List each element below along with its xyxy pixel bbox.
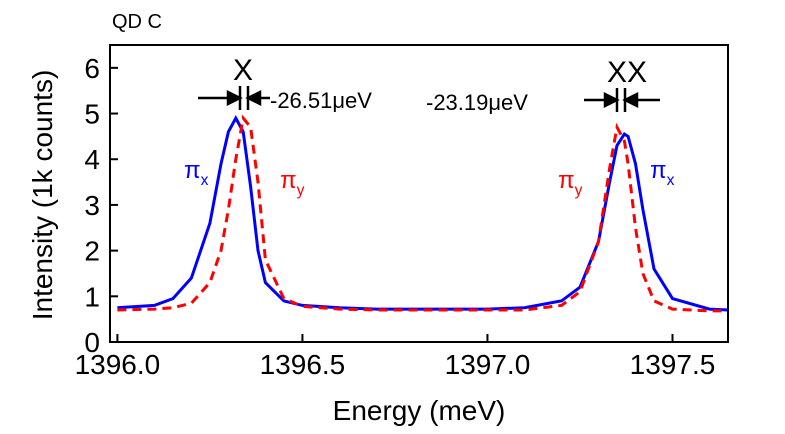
annotation-text: -26.51μeV bbox=[270, 88, 372, 113]
annotation: πy bbox=[280, 167, 305, 199]
annotation: XX bbox=[607, 56, 647, 89]
y-tick-label: 5 bbox=[84, 99, 100, 130]
series-line bbox=[117, 118, 728, 311]
y-tick-label: 2 bbox=[84, 236, 100, 267]
annotation-text: X bbox=[233, 54, 253, 87]
annotation: -23.19μeV bbox=[426, 90, 528, 115]
annotation: -26.51μeV bbox=[270, 88, 372, 113]
annotation-text: XX bbox=[607, 56, 647, 89]
annotation-text: -23.19μeV bbox=[426, 90, 528, 115]
x-tick-label: 1397.0 bbox=[445, 349, 531, 380]
annotation: πy bbox=[558, 167, 583, 199]
annotation-text: π bbox=[280, 167, 297, 194]
chart: QD C Energy (meV) Intensity (1k counts) … bbox=[0, 0, 785, 434]
x-tick-label: 1396.0 bbox=[75, 349, 161, 380]
annotation-subscript: x bbox=[201, 172, 209, 189]
chart-title: QD C bbox=[112, 11, 162, 33]
annotation: πx bbox=[184, 157, 209, 189]
x-tick-label: 1397.5 bbox=[630, 349, 716, 380]
y-tick-label: 3 bbox=[84, 190, 100, 221]
annotation-text: π bbox=[558, 167, 575, 194]
annotation-text: π bbox=[650, 157, 667, 184]
x-axis-label: Energy (meV) bbox=[333, 395, 506, 426]
annotation: X bbox=[233, 54, 253, 87]
annotation-subscript: y bbox=[297, 182, 305, 199]
plot-frame bbox=[110, 45, 728, 342]
y-axis-label: Intensity (1k counts) bbox=[27, 70, 58, 321]
y-tick-label: 6 bbox=[84, 53, 100, 84]
y-tick-label: 1 bbox=[84, 281, 100, 312]
x-tick-label: 1396.5 bbox=[260, 349, 346, 380]
annotation-text: π bbox=[184, 157, 201, 184]
annotation: πx bbox=[650, 157, 675, 189]
y-tick-label: 4 bbox=[84, 144, 100, 175]
series-line bbox=[117, 118, 728, 310]
annotation-subscript: x bbox=[667, 172, 675, 189]
annotation-subscript: y bbox=[575, 182, 583, 199]
